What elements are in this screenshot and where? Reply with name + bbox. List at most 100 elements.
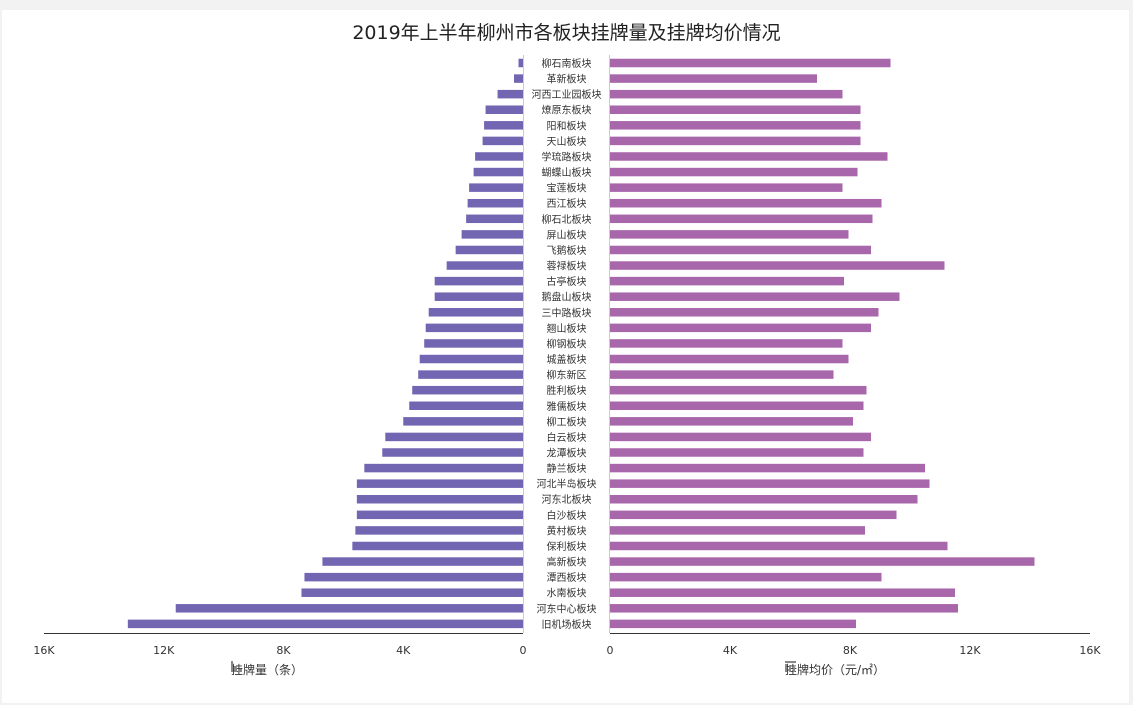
average-price-bar[interactable]: [610, 604, 958, 613]
average-price-bar[interactable]: [610, 261, 945, 270]
average-price-bar[interactable]: [610, 432, 871, 442]
average-price-bar[interactable]: [610, 214, 873, 224]
category-label: 柳工板块: [547, 415, 587, 428]
listing-count-bar[interactable]: [364, 463, 523, 473]
listing-count-bar[interactable]: [482, 136, 523, 146]
chart-background: [2, 10, 1129, 703]
listing-count-bar[interactable]: [518, 58, 523, 68]
average-price-bar[interactable]: [610, 292, 900, 301]
average-price-bar[interactable]: [610, 105, 861, 114]
listing-count-bar[interactable]: [428, 308, 523, 317]
listing-count-bar[interactable]: [385, 432, 523, 442]
legend-average-price[interactable]: 挂牌均价（元/㎡）: [785, 661, 885, 678]
category-label: 柳东新区: [547, 369, 587, 382]
average-price-bar[interactable]: [610, 167, 858, 177]
category-label: 宝莲板块: [547, 182, 587, 195]
listing-count-bar[interactable]: [473, 167, 523, 177]
average-price-bar[interactable]: [610, 417, 853, 426]
average-price-bar[interactable]: [610, 136, 861, 146]
listing-count-bar[interactable]: [382, 448, 523, 457]
listing-count-bar[interactable]: [304, 572, 523, 582]
listing-count-bar[interactable]: [466, 214, 523, 224]
average-price-bar[interactable]: [610, 58, 891, 68]
average-price-bar[interactable]: [610, 526, 865, 535]
listing-count-bar[interactable]: [446, 261, 523, 270]
sort-chart-icon: [785, 661, 796, 672]
average-price-bar[interactable]: [610, 370, 834, 379]
listing-count-bar[interactable]: [475, 152, 523, 161]
listing-count-bar[interactable]: [403, 417, 523, 426]
average-price-bar[interactable]: [610, 510, 897, 520]
listing-count-bar[interactable]: [356, 510, 523, 520]
listing-count-bar[interactable]: [175, 604, 523, 613]
average-price-bar[interactable]: [610, 572, 882, 582]
average-price-bar[interactable]: [610, 152, 888, 161]
listing-count-bar[interactable]: [301, 588, 523, 597]
listing-count-series: [127, 58, 523, 629]
average-price-bar[interactable]: [610, 385, 867, 395]
category-label: 柳石北板块: [542, 213, 592, 226]
average-price-bar[interactable]: [610, 339, 843, 348]
category-label: 河东中心板块: [537, 602, 597, 615]
average-price-bar[interactable]: [610, 308, 879, 317]
listing-count-bar[interactable]: [352, 541, 523, 551]
category-label: 保利板块: [547, 540, 587, 553]
right-tick-label: 4K: [723, 644, 738, 657]
listing-count-bar[interactable]: [467, 198, 523, 208]
average-price-bar[interactable]: [610, 448, 864, 457]
left-tick-label: 12K: [153, 644, 175, 657]
average-price-bar[interactable]: [610, 541, 948, 551]
listing-count-bar[interactable]: [412, 385, 523, 395]
average-price-bar[interactable]: [610, 74, 817, 83]
listing-count-bar[interactable]: [127, 619, 523, 629]
average-price-bar[interactable]: [610, 230, 849, 239]
legend-listing-count[interactable]: 挂牌量（条）: [231, 661, 303, 678]
listing-count-bar[interactable]: [461, 230, 523, 239]
average-price-bar[interactable]: [610, 121, 861, 130]
listing-count-bar[interactable]: [434, 276, 523, 286]
average-price-bar[interactable]: [610, 89, 843, 99]
category-label: 鹅盘山板块: [542, 291, 592, 304]
listing-count-bar[interactable]: [425, 323, 523, 333]
right-tick-label: 0: [607, 644, 614, 657]
listing-count-bar[interactable]: [409, 401, 523, 411]
average-price-bar[interactable]: [610, 401, 864, 411]
listing-count-bar[interactable]: [484, 121, 523, 130]
left-tick-label: 8K: [276, 644, 291, 657]
listing-count-bar[interactable]: [455, 245, 523, 255]
listing-count-bar[interactable]: [356, 494, 523, 504]
average-price-bar[interactable]: [610, 463, 925, 473]
listing-count-bar[interactable]: [485, 105, 523, 114]
listing-count-bar[interactable]: [418, 370, 523, 379]
category-label: 水南板块: [547, 587, 587, 600]
right-tick-label: 8K: [843, 644, 858, 657]
listing-count-bar[interactable]: [355, 526, 523, 535]
average-price-bar[interactable]: [610, 276, 844, 286]
category-label: 黄村板块: [547, 524, 587, 537]
listing-count-bar[interactable]: [356, 479, 523, 488]
listing-count-bar[interactable]: [469, 183, 523, 192]
listing-count-bar[interactable]: [434, 292, 523, 301]
category-label: 蝴蝶山板块: [542, 166, 592, 179]
average-price-bar[interactable]: [610, 323, 871, 333]
listing-count-bar[interactable]: [424, 339, 523, 348]
average-price-bar[interactable]: [610, 588, 955, 597]
category-label: 河东北板块: [542, 493, 592, 506]
listing-count-bar[interactable]: [514, 74, 523, 83]
right-tick-label: 12K: [959, 644, 981, 657]
category-label: 高新板块: [547, 556, 587, 569]
average-price-bar[interactable]: [610, 183, 843, 192]
listing-count-bar[interactable]: [322, 557, 523, 566]
average-price-bar[interactable]: [610, 245, 871, 255]
listing-count-bar[interactable]: [497, 89, 523, 99]
axes: 16K 12K 8K 4K 0 0 4K 8K 12K 16K: [33, 55, 1101, 657]
listing-count-bar[interactable]: [419, 354, 523, 364]
average-price-bar[interactable]: [610, 557, 1035, 566]
average-price-bar[interactable]: [610, 494, 918, 504]
average-price-bar[interactable]: [610, 354, 849, 364]
chart-title: 2019年上半年柳州市各板块挂牌量及挂牌均价情况: [352, 22, 781, 44]
average-price-bar[interactable]: [610, 479, 930, 488]
average-price-bar[interactable]: [610, 619, 856, 629]
average-price-bar[interactable]: [610, 198, 882, 208]
